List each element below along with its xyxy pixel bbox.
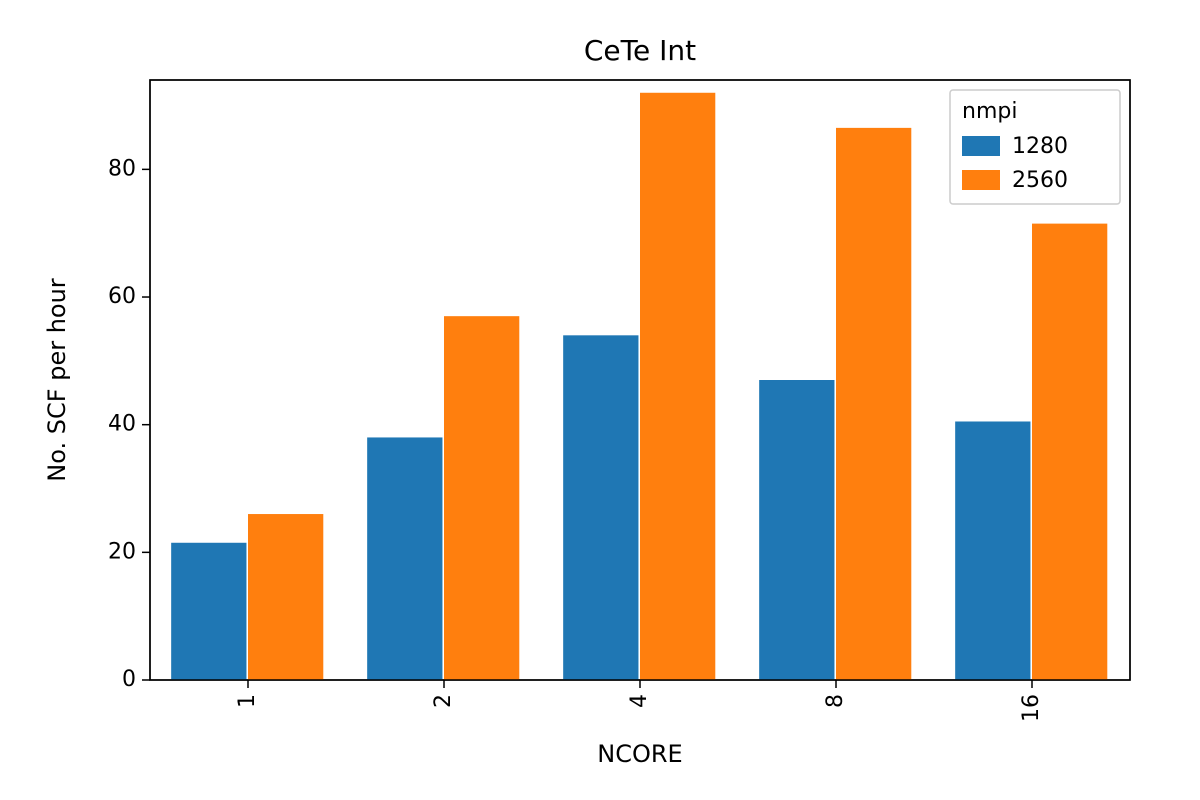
legend-item-label: 2560 — [1012, 168, 1068, 193]
legend-swatch — [962, 170, 1000, 190]
legend-title: nmpi — [962, 99, 1017, 124]
x-tick-label: 1 — [235, 694, 260, 708]
x-tick-label: 2 — [431, 694, 456, 708]
bar — [759, 380, 834, 680]
chart-container: 0 20 40 60 80 1 2 4 8 16 NCORE No. SCF per hour CeTe… — [0, 0, 1200, 800]
y-axis-label: No. SCF per hour — [43, 278, 71, 482]
y-tick-label: 60 — [108, 284, 136, 309]
bar-chart: 0 20 40 60 80 1 2 4 8 16 NCORE No. SCF per hour CeTe… — [0, 0, 1200, 800]
bar — [955, 421, 1030, 680]
bar — [563, 335, 638, 680]
y-tick-label: 40 — [108, 412, 136, 437]
bar — [248, 514, 323, 680]
x-tick-label: 8 — [823, 694, 848, 708]
legend-swatch — [962, 136, 1000, 156]
x-axis-label: NCORE — [597, 740, 682, 768]
x-tick-label: 4 — [627, 694, 652, 708]
bar — [640, 93, 715, 680]
y-tick-label: 80 — [108, 156, 136, 181]
y-tick-label: 0 — [122, 667, 136, 692]
chart-title: CeTe Int — [584, 34, 696, 67]
bar — [836, 128, 911, 680]
bar — [171, 543, 246, 680]
bar — [1032, 224, 1107, 680]
bar — [367, 437, 442, 680]
y-tick-label: 20 — [108, 539, 136, 564]
bar — [444, 316, 519, 680]
legend-item-label: 1280 — [1012, 134, 1068, 159]
x-tick-label: 16 — [1019, 694, 1044, 722]
